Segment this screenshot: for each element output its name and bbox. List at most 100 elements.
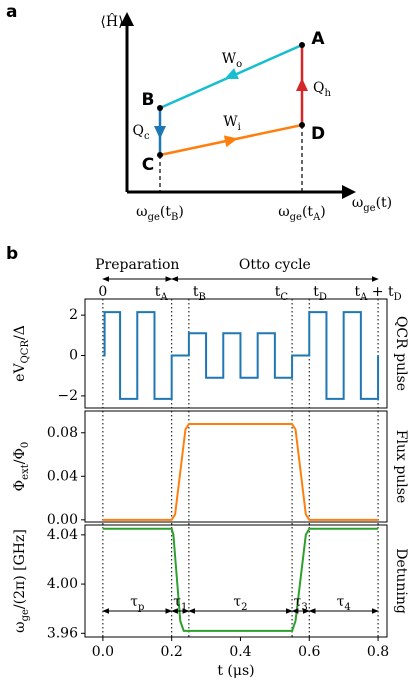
side-label: Detuning — [393, 548, 409, 614]
text-part: τ — [130, 594, 138, 610]
x-label: t (μs) — [217, 663, 254, 679]
subscript: 3 — [301, 602, 307, 613]
interval-label: τ1 — [173, 594, 187, 613]
subscript: D — [319, 292, 327, 303]
text-part: t — [275, 284, 281, 300]
y-tick-label: 0.00 — [47, 512, 78, 528]
series-line — [102, 423, 379, 521]
text-part: t — [313, 284, 319, 300]
subscript: A — [159, 292, 168, 303]
axis-arrow — [342, 185, 356, 199]
x-label: ωge(t) — [352, 195, 392, 214]
plot: 0.00 0.04 0.08 Φext/Φ0 Flux pulse — [12, 410, 409, 528]
text-part: t — [354, 284, 360, 300]
plot-frame — [84, 524, 388, 638]
interval-label: τ4 — [337, 594, 351, 613]
text-part: eV — [12, 363, 28, 382]
heat-label: Qh — [313, 80, 331, 99]
text-part: ω — [12, 621, 28, 632]
point-label: B — [142, 90, 155, 110]
y-tick-label: 2 — [69, 307, 78, 323]
work-label: Wo — [222, 51, 242, 70]
subscript: D — [394, 292, 402, 303]
x-tick-label: 0.4 — [229, 644, 251, 660]
subscript: ge — [363, 203, 375, 214]
phase-label: Preparation — [95, 257, 179, 273]
text-part: t — [155, 284, 161, 300]
text-part: W — [222, 51, 237, 67]
subscript: QCR — [20, 340, 31, 364]
plot: 3.96 4.00 4.04 0.0 0.2 0.4 0.6 0.8 ωge/(2π) [GHz… — [12, 524, 409, 660]
y-tick-label: 0.04 — [47, 468, 78, 484]
x-tick-label: ωge(tB) — [136, 204, 184, 223]
text-part: (t — [302, 204, 313, 220]
text-part: 0 — [98, 284, 107, 300]
text-part: Φ — [12, 480, 28, 491]
y-label: ωge/(2π) [GHz] — [12, 529, 31, 633]
text-part: t — [193, 284, 199, 300]
x-tick-label: 0.6 — [298, 644, 320, 660]
arrow — [223, 135, 238, 148]
text-part: ω — [136, 204, 147, 220]
work-label: Wi — [223, 114, 241, 133]
subscript: ge — [148, 212, 160, 223]
y-tick-label: −2 — [57, 388, 78, 404]
points — [157, 42, 305, 158]
panel-label: b — [6, 244, 18, 264]
y-tick-label: 4.00 — [47, 576, 78, 592]
plot-frame — [84, 298, 388, 409]
plot-frame — [84, 410, 388, 523]
text-part: ) — [178, 204, 183, 220]
time-label: tB — [193, 284, 206, 303]
subscript: i — [238, 122, 241, 133]
y-label: ⟨Ĥ⟩ — [100, 12, 123, 30]
subscript: 2 — [241, 602, 247, 613]
subscript: ext — [20, 464, 31, 480]
subscript: ge — [290, 212, 302, 223]
text-part: ω — [352, 195, 363, 211]
text-part: (t — [160, 204, 171, 220]
y-label: Φext/Φ0 — [12, 442, 31, 492]
text-part: /Δ — [12, 325, 28, 340]
subscript: A — [312, 212, 321, 223]
y-tick-label: 0.08 — [47, 425, 78, 441]
time-label: tA + tD — [354, 284, 401, 303]
x-tick-label: ωge(tA) — [278, 204, 326, 223]
interval-label: τ3 — [294, 594, 308, 613]
arrow — [296, 78, 308, 91]
y-tick-label: 0 — [69, 348, 78, 364]
dashed-guides — [159, 125, 303, 192]
subscript: o — [236, 59, 242, 70]
time-label: tC — [275, 284, 289, 303]
arrow — [154, 126, 166, 139]
subscript: C — [280, 292, 288, 303]
subscript: 0 — [20, 442, 31, 448]
subscript: p — [138, 602, 144, 613]
text-part: /(2π) [GHz] — [12, 529, 28, 609]
time-label: 0 — [98, 284, 107, 300]
subscript: ge — [20, 609, 31, 621]
phase-label: Otto cycle — [239, 257, 311, 273]
subscript: 1 — [181, 602, 187, 613]
series-line — [102, 527, 379, 632]
x-tick-label: 0.0 — [92, 644, 114, 660]
side-label: Flux pulse — [393, 430, 409, 503]
interval-label: τp — [130, 594, 144, 613]
subscript: B — [199, 292, 206, 303]
point-label: C — [142, 155, 154, 175]
subscript: 4 — [344, 602, 350, 613]
text-part: τ — [173, 594, 181, 610]
side-label: QCR pulse — [393, 316, 409, 391]
text-part: τ — [337, 594, 345, 610]
time-label: tD — [313, 284, 327, 303]
y-tick-label: 4.04 — [47, 527, 78, 543]
text-part: Q — [313, 80, 324, 96]
text-part: τ — [233, 594, 241, 610]
point-label: D — [311, 124, 325, 144]
panel-label: a — [6, 2, 17, 22]
text-part: ω — [278, 204, 289, 220]
axis-arrow — [120, 12, 134, 26]
subscript: A — [359, 292, 368, 303]
text-part: (t) — [376, 195, 393, 211]
